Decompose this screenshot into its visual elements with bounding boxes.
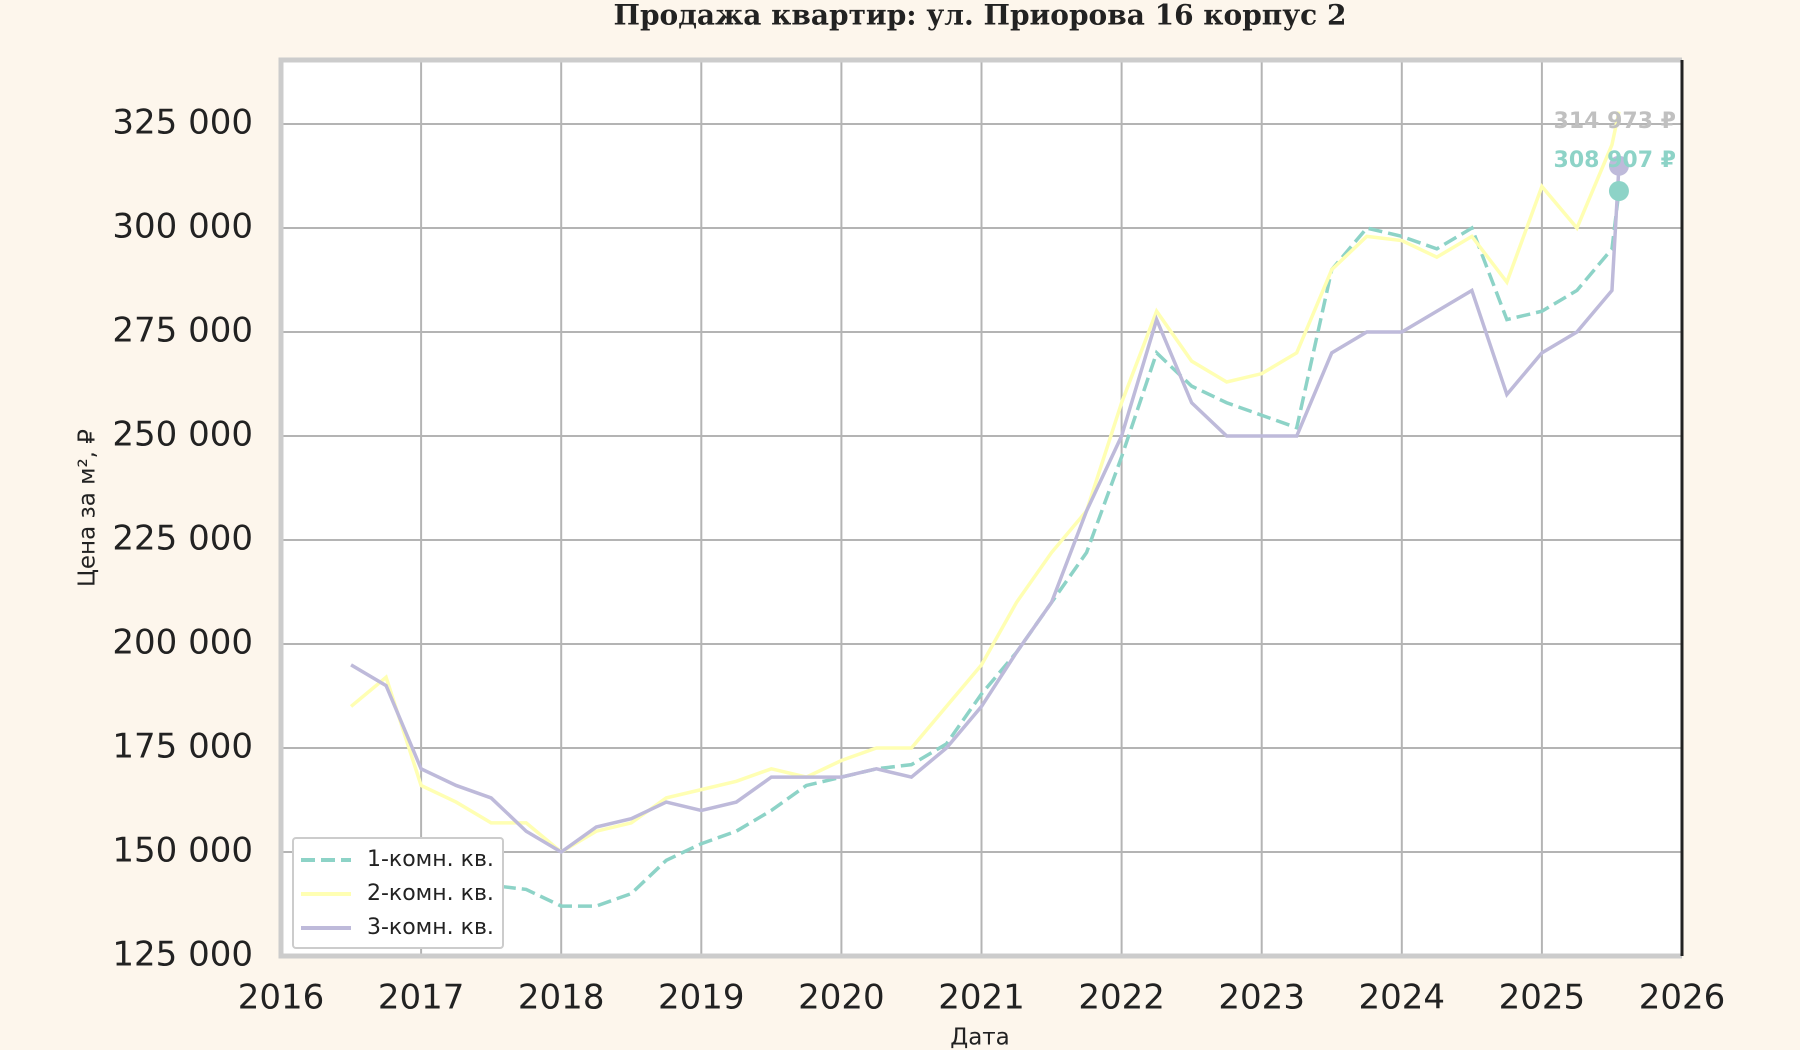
legend-box [292,837,504,949]
legend-label: 1-комн. кв. [367,847,494,872]
x-tick-label: 2018 [518,978,605,1018]
x-tick-label: 2016 [238,978,325,1018]
series-line [350,165,1621,855]
x-axis-label: Дата [950,1025,1010,1050]
annotation-label: 308 907 ₽ [1554,148,1676,173]
series-line [350,190,1621,908]
x-tick-label: 2019 [658,978,745,1018]
y-tick-label: 300 000 [112,207,253,247]
annotation-label: 314 973 ₽ [1554,109,1676,134]
x-tick-label: 2022 [1078,978,1165,1018]
x-tick-label: 2017 [378,978,465,1018]
x-tick-label: 2024 [1359,978,1446,1018]
annotation-point [1608,155,1629,176]
x-tick-label: 2025 [1499,978,1586,1018]
plot-frame [278,57,1682,959]
chart-title: Продажа квартир: ул. Приорова 16 корпус … [614,0,1347,32]
y-tick-label: 250 000 [112,415,253,455]
y-tick-label: 150 000 [112,831,253,871]
x-tick-label: 2023 [1218,978,1305,1018]
x-tick-label: 2021 [938,978,1025,1018]
legend-label: 2-комн. кв. [367,881,494,906]
y-tick-label: 175 000 [112,727,253,767]
y-axis-label: Цена за м², ₽ [75,429,101,587]
y-tick-label: 200 000 [112,623,253,663]
y-tick-label: 325 000 [112,103,253,143]
x-tick-label: 2020 [798,978,885,1018]
x-tick-label: 2026 [1639,978,1726,1018]
y-tick-label: 225 000 [112,519,253,559]
y-tick-label: 125 000 [112,935,253,975]
annotation-point [1608,181,1629,202]
y-tick-label: 275 000 [112,311,253,351]
legend-label: 3-комн. кв. [367,915,494,940]
